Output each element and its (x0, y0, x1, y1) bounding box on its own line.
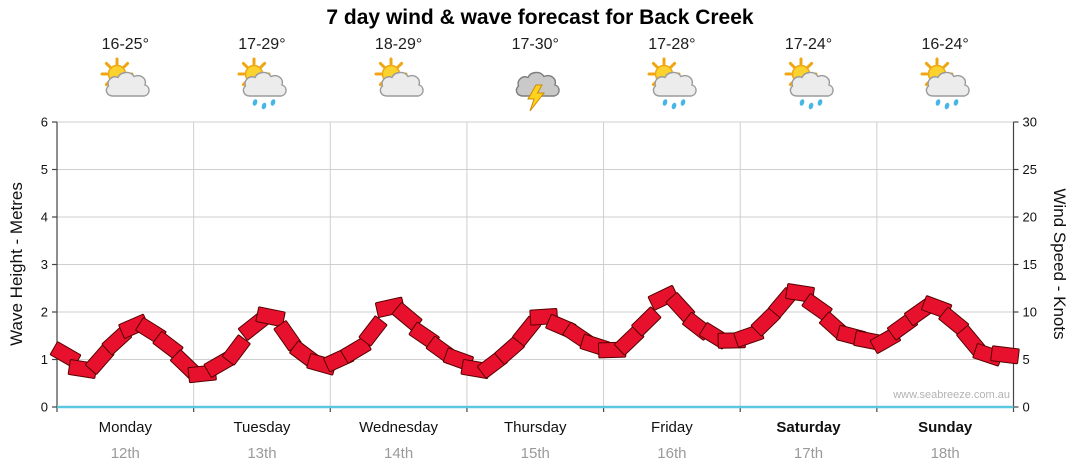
right-tick-label: 15 (1023, 257, 1037, 272)
wind-barb-series (49, 283, 1020, 384)
day-column-thursday: 17-30° (467, 36, 603, 113)
temp-range-label: 17-24° (784, 36, 833, 53)
day-column-wednesday: 18-29° (331, 36, 467, 113)
day-column-monday: 16-25° (57, 36, 193, 113)
date-label: 13th (247, 445, 277, 462)
temp-range-label: 17-29° (238, 36, 286, 53)
temp-range-label: 17-28° (648, 36, 696, 53)
date-label: 12th (110, 445, 140, 462)
temp-range-label: 17-30° (511, 36, 559, 53)
date-label: 15th (520, 445, 550, 462)
left-tick-label: 4 (41, 210, 48, 225)
weather-icon-monday (98, 57, 152, 113)
temp-range-label: 16-24° (921, 36, 969, 53)
cloud-icon (516, 71, 561, 97)
axes: 0 1 2 3 4 5 6 0 5 10 15 20 25 30 (41, 115, 1037, 415)
day-column-friday: 17-28° (604, 36, 740, 113)
weather-icon-sunday (918, 57, 972, 113)
temp-range-label: 16-25° (101, 36, 149, 53)
gridlines (57, 121, 1014, 407)
wind-barb (255, 306, 286, 328)
cloud-icon (106, 71, 151, 97)
left-axis-label: Wave Height - Metres (7, 182, 26, 346)
watermark: www.seabreeze.com.au (893, 389, 1010, 401)
right-tick-label: 20 (1023, 210, 1037, 225)
weather-icon-wednesday (372, 57, 426, 113)
left-tick-label: 5 (41, 162, 48, 177)
sun-cloud-rain-icon (647, 57, 697, 110)
wind-barb (358, 315, 388, 347)
day-label-monday: Monday (98, 419, 152, 436)
day-label-tuesday: Tuesday (233, 419, 291, 436)
temp-range-label: 18-29° (374, 36, 423, 53)
left-tick-label: 6 (41, 115, 48, 130)
right-tick-label: 10 (1023, 305, 1037, 320)
right-tick-label: 0 (1023, 400, 1030, 415)
left-tick-label: 1 (41, 352, 48, 367)
weather-icon-friday (645, 57, 699, 113)
right-tick-label: 25 (1023, 162, 1037, 177)
day-label-saturday: Saturday (776, 419, 841, 436)
weather-icon-thursday (508, 57, 562, 113)
day-label-thursday: Thursday (503, 419, 567, 436)
sun-cloud-rain-icon (237, 57, 287, 110)
cloud-icon (379, 71, 424, 97)
wind-barb (990, 345, 1020, 365)
raindrops-icon (252, 99, 276, 110)
day-label-sunday: Sunday (918, 419, 973, 436)
left-tick-label: 0 (41, 400, 48, 415)
date-label: 18th (930, 445, 960, 462)
sun-cloud-icon (100, 57, 151, 97)
cloud-icon (652, 71, 697, 97)
lightning-icon (527, 84, 546, 112)
weather-icon-tuesday (235, 57, 289, 113)
wind-barb (647, 285, 679, 311)
day-label-friday: Friday (651, 419, 693, 436)
raindrops-icon (799, 99, 822, 110)
page-title: 7 day wind & wave forecast for Back Cree… (326, 6, 754, 29)
cloud-icon (789, 71, 834, 97)
sun-cloud-rain-icon (920, 57, 970, 110)
day-column-tuesday: 17-29° (194, 36, 330, 113)
day-column-saturday: 17-24° (741, 36, 877, 113)
cloud-icon (242, 71, 287, 97)
day-label-wednesday: Wednesday (359, 419, 439, 436)
wind-barb (631, 306, 662, 337)
storm-cloud-icon (516, 71, 561, 112)
sun-cloud-rain-icon (784, 57, 834, 110)
raindrops-icon (935, 99, 959, 110)
right-axis-label: Wind Speed - Knots (1050, 188, 1069, 340)
right-tick-label: 5 (1023, 352, 1030, 367)
wind-barb (222, 334, 251, 366)
left-tick-label: 3 (41, 257, 48, 272)
date-label: 16th (657, 445, 687, 462)
right-tick-label: 30 (1023, 115, 1037, 130)
date-label: 17th (793, 445, 824, 462)
cloud-icon (925, 71, 970, 97)
date-label: 14th (383, 445, 414, 462)
sun-cloud-icon (374, 57, 424, 97)
day-column-sunday: 16-24° (877, 36, 1013, 113)
weather-icon-saturday (782, 57, 836, 113)
left-tick-label: 2 (41, 305, 48, 320)
raindrops-icon (662, 99, 686, 110)
